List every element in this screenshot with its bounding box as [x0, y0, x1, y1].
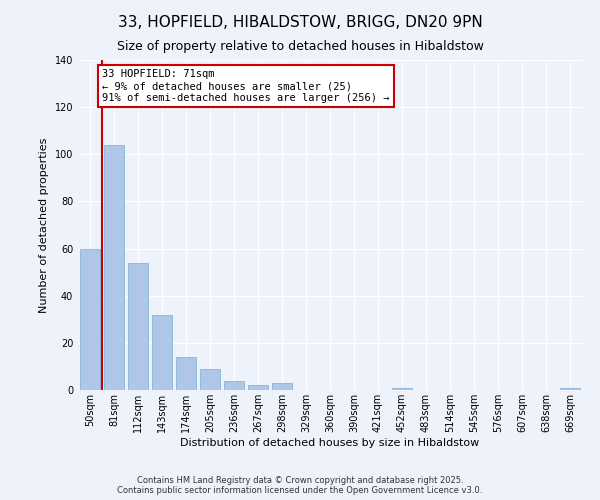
Y-axis label: Number of detached properties: Number of detached properties: [39, 138, 49, 312]
Bar: [80, 248, 100, 390]
Bar: [176, 357, 196, 390]
Bar: [224, 380, 244, 390]
Text: 33 HOPFIELD: 71sqm
← 9% of detached houses are smaller (25)
91% of semi-detached: 33 HOPFIELD: 71sqm ← 9% of detached hous…: [103, 70, 390, 102]
Text: 33, HOPFIELD, HIBALDSTOW, BRIGG, DN20 9PN: 33, HOPFIELD, HIBALDSTOW, BRIGG, DN20 9P…: [118, 15, 482, 30]
Text: Contains HM Land Registry data © Crown copyright and database right 2025.
Contai: Contains HM Land Registry data © Crown c…: [118, 476, 482, 495]
Bar: [560, 388, 580, 390]
Bar: [200, 369, 220, 390]
Bar: [104, 145, 124, 390]
X-axis label: Distribution of detached houses by size in Hibaldstow: Distribution of detached houses by size …: [181, 438, 479, 448]
Bar: [152, 314, 172, 390]
Bar: [128, 262, 148, 390]
Bar: [272, 383, 292, 390]
Bar: [248, 386, 268, 390]
Text: Size of property relative to detached houses in Hibaldstow: Size of property relative to detached ho…: [116, 40, 484, 53]
Bar: [392, 388, 412, 390]
